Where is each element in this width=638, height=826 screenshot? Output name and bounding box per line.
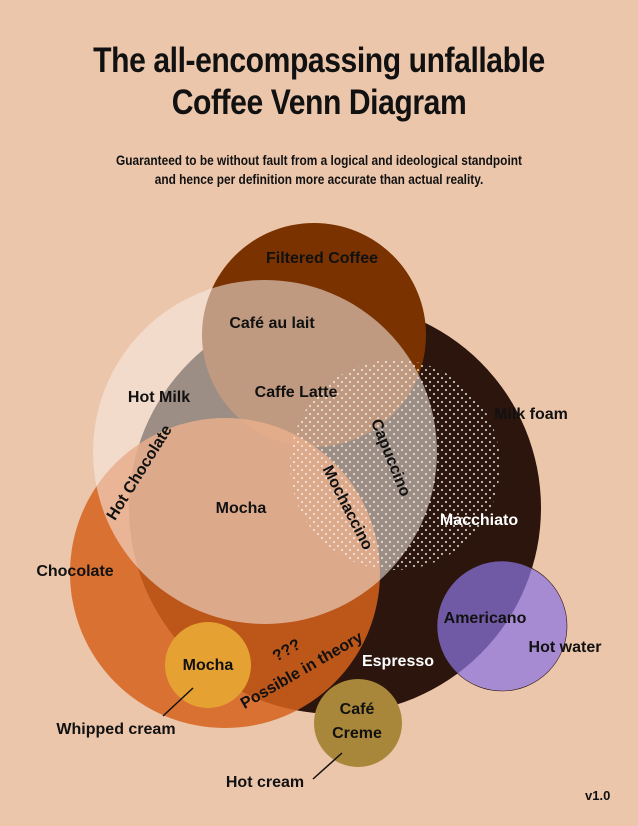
whipped-cream-circle xyxy=(165,622,251,708)
label-caffe-latte: Caffe Latte xyxy=(255,384,338,401)
hot-cream-circle xyxy=(314,679,402,767)
hot-water-circle xyxy=(436,560,568,692)
hot-milk-circle xyxy=(93,280,437,624)
label-hot-water: Hot water xyxy=(529,639,602,656)
label-cafe-creme-line1: Café xyxy=(340,701,375,718)
label-filtered-coffee: Filtered Coffee xyxy=(266,250,378,267)
label-mocha-whipped: Mocha xyxy=(183,657,234,674)
label-macchiato: Macchiato xyxy=(440,512,518,529)
subtitle-line-1: Guaranteed to be without fault from a lo… xyxy=(116,153,522,168)
page-subtitle: Guaranteed to be without fault from a lo… xyxy=(38,151,599,189)
label-milk-foam: Milk foam xyxy=(494,406,568,423)
label-americano: Americano xyxy=(444,610,527,627)
subtitle-line-2: and hence per definition more accurate t… xyxy=(154,172,484,187)
title-line-2: Coffee Venn Diagram xyxy=(171,83,467,122)
label-hot-cream: Hot cream xyxy=(226,774,304,791)
whipped-cream-leader xyxy=(162,687,194,717)
label-cafe-creme-line2: Creme xyxy=(332,725,382,742)
label-cafe-au-lait: Café au lait xyxy=(229,315,315,332)
version-label: v1.0 xyxy=(585,788,611,803)
page-title: The all-encompassing unfallable Coffee V… xyxy=(45,40,594,124)
label-chocolate: Chocolate xyxy=(36,563,113,580)
label-mocha-center: Mocha xyxy=(216,500,267,517)
label-espresso: Espresso xyxy=(362,653,434,670)
title-line-1: The all-encompassing unfallable xyxy=(93,41,545,80)
hot-cream-leader xyxy=(312,752,343,780)
label-hot-milk: Hot Milk xyxy=(128,389,190,406)
label-whipped-cream: Whipped cream xyxy=(56,721,175,738)
